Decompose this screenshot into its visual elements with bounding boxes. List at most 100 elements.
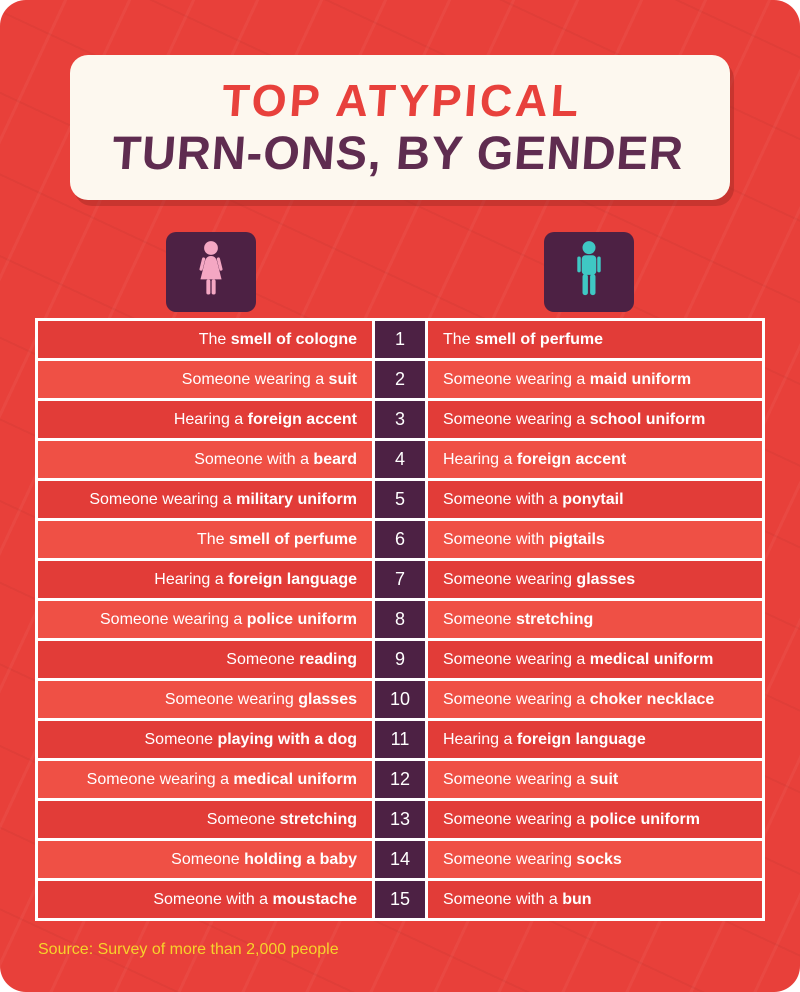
women-answer-text: Hearing a [173, 410, 248, 428]
women-answer: Hearing a foreign accent [38, 401, 372, 438]
table-row: Hearing a foreign language 7 Someone wea… [38, 561, 762, 601]
men-answer-text: Someone with a [443, 890, 563, 908]
rank-number: 12 [372, 761, 428, 798]
men-answer-highlight: smell of perfume [475, 330, 604, 348]
women-answer: Someone with a beard [38, 441, 372, 478]
men-answer-highlight: stretching [515, 610, 594, 628]
rank-number: 9 [372, 641, 428, 678]
women-answer: Someone reading [38, 641, 372, 678]
rank-number: 4 [372, 441, 428, 478]
women-answer-highlight: holding a baby [244, 850, 357, 868]
title-card: TOP ATYPICAL TURN-ONS, BY GENDER [70, 55, 730, 200]
men-answer-highlight: socks [576, 850, 622, 868]
women-answer: Someone stretching [38, 801, 372, 838]
table-row: Someone wearing a police uniform 8 Someo… [38, 601, 762, 641]
women-answer-highlight: military uniform [236, 490, 357, 508]
rank-number: 3 [372, 401, 428, 438]
title-line-2: TURN-ONS, BY GENDER [110, 125, 687, 179]
men-answer-text: Someone [443, 610, 516, 628]
table-row: Someone wearing a medical uniform 12 Som… [38, 761, 762, 801]
rank-number: 10 [372, 681, 428, 718]
women-answer: Someone wearing a police uniform [38, 601, 372, 638]
women-answer-highlight: police uniform [246, 610, 357, 628]
women-answer-highlight: medical uniform [233, 770, 357, 788]
women-answer: Someone playing with a dog [38, 721, 372, 758]
table-row: Someone wearing a military uniform 5 Som… [38, 481, 762, 521]
table-row: Someone wearing a suit 2 Someone wearing… [38, 361, 762, 401]
men-answer-text: Someone wearing a [443, 650, 590, 668]
women-answer: The smell of perfume [38, 521, 372, 558]
men-answer: Someone wearing socks [428, 841, 762, 878]
ranking-table: The smell of cologne 1 The smell of perf… [35, 318, 765, 921]
rank-number: 7 [372, 561, 428, 598]
women-answer-highlight: beard [313, 450, 357, 468]
men-answer: Someone wearing a police uniform [428, 801, 762, 838]
women-answer-text: Someone wearing a [89, 490, 237, 508]
women-answer-highlight: playing with a dog [217, 730, 357, 748]
women-answer: Someone wearing a medical uniform [38, 761, 372, 798]
men-answer: Someone wearing a medical uniform [428, 641, 762, 678]
men-answer: Someone wearing a maid uniform [428, 361, 762, 398]
women-answer-highlight: suit [328, 370, 357, 388]
women-answer: Hearing a foreign language [38, 561, 372, 598]
women-answer-text: Someone with a [153, 890, 273, 908]
women-answer-text: Someone [226, 650, 300, 668]
women-answer-text: Someone [171, 850, 245, 868]
women-answer-text: The [198, 330, 231, 348]
men-answer: Someone wearing a suit [428, 761, 762, 798]
men-answer-text: Hearing a [443, 730, 517, 748]
women-answer-text: Someone [206, 810, 280, 828]
men-answer-highlight: police uniform [589, 810, 700, 828]
men-answer: Someone wearing a school uniform [428, 401, 762, 438]
men-answer-text: Someone wearing [443, 570, 577, 588]
women-answer-text: Someone with a [194, 450, 314, 468]
male-plaque [544, 232, 634, 312]
men-answer-highlight: glasses [576, 570, 636, 588]
source-note: Source: Survey of more than 2,000 people [38, 941, 339, 958]
men-answer: Hearing a foreign language [428, 721, 762, 758]
gender-legend [0, 232, 800, 312]
women-answer-text: The [196, 530, 229, 548]
women-answer-text: Someone wearing a [100, 610, 247, 628]
women-answer-highlight: glasses [298, 690, 357, 708]
female-icon [199, 241, 223, 295]
title-line-1: TOP ATYPICAL [220, 74, 584, 126]
men-answer-highlight: ponytail [562, 490, 624, 508]
women-answer: Someone holding a baby [38, 841, 372, 878]
men-answer: Hearing a foreign accent [428, 441, 762, 478]
table-row: Someone with a moustache 15 Someone with… [38, 881, 762, 918]
women-answer: Someone wearing a military uniform [38, 481, 372, 518]
men-answer: Someone stretching [428, 601, 762, 638]
women-answer-highlight: reading [299, 650, 357, 668]
men-answer-text: Hearing a [443, 450, 517, 468]
women-answer-text: Someone [144, 730, 218, 748]
men-answer-text: Someone wearing a [443, 810, 590, 828]
men-answer: Someone wearing glasses [428, 561, 762, 598]
table-row: Someone wearing glasses 10 Someone weari… [38, 681, 762, 721]
rank-number: 13 [372, 801, 428, 838]
rank-number: 8 [372, 601, 428, 638]
men-answer-text: Someone wearing [443, 850, 577, 868]
women-answer-text: Hearing a [154, 570, 229, 588]
men-answer-highlight: choker necklace [589, 690, 715, 708]
men-answer-text: Someone wearing a [443, 370, 590, 388]
women-answer-highlight: foreign accent [247, 410, 357, 428]
men-answer-text: Someone wearing a [443, 410, 590, 428]
men-answer-text: Someone with [443, 530, 549, 548]
men-answer-highlight: bun [562, 890, 592, 908]
men-answer: Someone with a bun [428, 881, 762, 918]
rank-number: 14 [372, 841, 428, 878]
men-answer: Someone with a ponytail [428, 481, 762, 518]
men-answer-text: Someone wearing a [443, 770, 590, 788]
table-row: The smell of cologne 1 The smell of perf… [38, 321, 762, 361]
women-answer-highlight: smell of cologne [230, 330, 357, 348]
rank-number: 15 [372, 881, 428, 918]
men-answer-highlight: suit [589, 770, 619, 788]
rank-number: 5 [372, 481, 428, 518]
table-row: Someone stretching 13 Someone wearing a … [38, 801, 762, 841]
table-row: Someone with a beard 4 Hearing a foreign… [38, 441, 762, 481]
women-answer-highlight: stretching [279, 810, 357, 828]
table-row: Someone playing with a dog 11 Hearing a … [38, 721, 762, 761]
table-row: Someone holding a baby 14 Someone wearin… [38, 841, 762, 881]
table-row: The smell of perfume 6 Someone with pigt… [38, 521, 762, 561]
